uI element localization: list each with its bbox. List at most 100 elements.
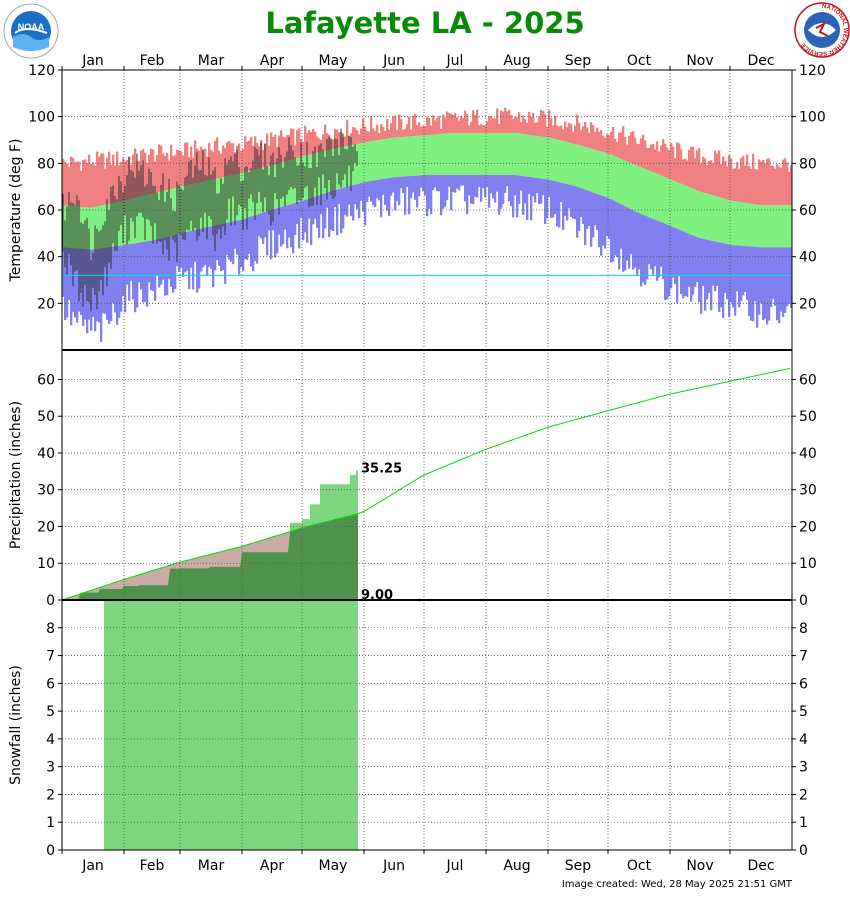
observed-temp-bar — [208, 157, 210, 217]
record-low-bar — [164, 237, 167, 296]
observed-temp-bar — [136, 153, 138, 217]
observed-temp-bar — [106, 199, 108, 287]
record-low-bar — [250, 216, 253, 267]
normal-range-bar — [514, 133, 517, 175]
record-high-bar — [346, 119, 349, 147]
record-low-bar — [628, 208, 631, 269]
record-high-bar — [416, 125, 419, 136]
record-low-bar — [308, 198, 311, 219]
normal-range-bar — [560, 140, 563, 183]
observed-temp-bar — [286, 151, 288, 195]
record-low-bar — [464, 175, 467, 202]
record-high-bar — [252, 145, 255, 171]
record-high-bar — [778, 166, 781, 206]
observed-temp-bar — [254, 147, 256, 220]
precip-ytick-label-left: 30 — [37, 483, 55, 499]
record-high-bar — [322, 134, 325, 152]
record-low-bar — [600, 195, 603, 256]
record-low-bar — [212, 225, 215, 288]
record-high-bar — [650, 144, 653, 172]
normal-range-bar — [676, 182, 679, 229]
record-high-bar — [394, 115, 397, 138]
record-low-bar — [188, 231, 191, 290]
record-low-bar — [178, 233, 181, 272]
record-low-bar — [706, 239, 709, 300]
normal-range-bar — [544, 137, 547, 180]
record-high-bar — [652, 143, 655, 173]
record-low-bar — [166, 236, 169, 296]
month-label-top: Jan — [81, 53, 104, 69]
record-high-bar — [762, 159, 765, 206]
record-high-bar — [112, 154, 115, 204]
normal-range-bar — [668, 178, 671, 226]
record-high-bar — [758, 159, 761, 206]
record-high-bar — [628, 135, 631, 163]
record-high-bar — [636, 143, 639, 166]
record-high-bar — [606, 134, 609, 154]
record-low-bar — [700, 238, 703, 314]
record-low-bar — [486, 175, 489, 188]
observed-temp-bar — [92, 252, 94, 288]
observed-temp-bar — [246, 166, 248, 230]
record-high-bar — [162, 153, 165, 192]
record-low-bar — [552, 180, 555, 218]
record-low-bar — [432, 175, 435, 191]
temp-ytick-label-left: 20 — [37, 296, 55, 312]
record-high-bar — [754, 168, 757, 205]
normal-range-bar — [498, 133, 501, 175]
normal-range-bar — [410, 136, 413, 177]
record-high-bar — [298, 128, 301, 158]
record-low-bar — [348, 186, 351, 205]
normal-range-bar — [398, 137, 401, 177]
normal-range-bar — [704, 193, 707, 240]
record-low-bar — [446, 175, 449, 201]
record-low-bar — [454, 175, 457, 193]
record-low-bar — [484, 175, 487, 198]
record-low-bar — [456, 175, 459, 189]
record-low-bar — [210, 226, 213, 269]
normal-range-bar — [550, 138, 553, 181]
record-low-bar — [254, 215, 257, 261]
record-low-bar — [544, 179, 547, 225]
record-high-bar — [666, 147, 669, 179]
record-high-bar — [316, 136, 319, 153]
normal-range-bar — [700, 191, 703, 239]
record-low-bar — [648, 217, 651, 265]
record-high-bar — [560, 125, 563, 141]
record-high-bar — [772, 166, 775, 206]
record-low-bar — [104, 247, 107, 314]
observed-temp-bar — [204, 174, 206, 213]
normal-range-bar — [92, 207, 95, 250]
record-high-bar — [80, 170, 83, 207]
temp-ytick-label-left: 100 — [28, 110, 55, 126]
record-high-bar — [648, 148, 651, 171]
record-high-bar — [392, 116, 395, 138]
record-high-bar — [116, 151, 119, 203]
record-high-bar — [718, 150, 721, 198]
observed-temp-bar — [182, 190, 184, 240]
record-low-bar — [396, 177, 399, 201]
record-low-bar — [786, 247, 789, 307]
record-high-bar — [494, 118, 497, 133]
record-high-bar — [530, 117, 533, 136]
record-low-bar — [196, 229, 199, 293]
record-low-bar — [370, 181, 373, 202]
record-low-bar — [256, 214, 259, 264]
normal-range-bar — [426, 135, 429, 175]
precip-total-label: 35.25 — [361, 461, 402, 476]
normal-range-bar — [688, 187, 691, 234]
observed-temp-bar — [174, 211, 176, 243]
observed-temp-bar — [224, 158, 226, 236]
observed-temp-bar — [264, 143, 266, 198]
record-high-bar — [418, 122, 421, 136]
record-low-bar — [140, 242, 143, 290]
record-high-bar — [232, 143, 235, 175]
record-low-bar — [300, 201, 303, 218]
record-high-bar — [160, 145, 163, 192]
record-high-bar — [344, 136, 347, 147]
observed-temp-bar — [326, 139, 328, 200]
normal-range-bar — [484, 133, 487, 175]
record-low-bar — [286, 205, 289, 249]
observed-temp-bar — [290, 145, 292, 187]
observed-temp-bar — [78, 200, 80, 302]
